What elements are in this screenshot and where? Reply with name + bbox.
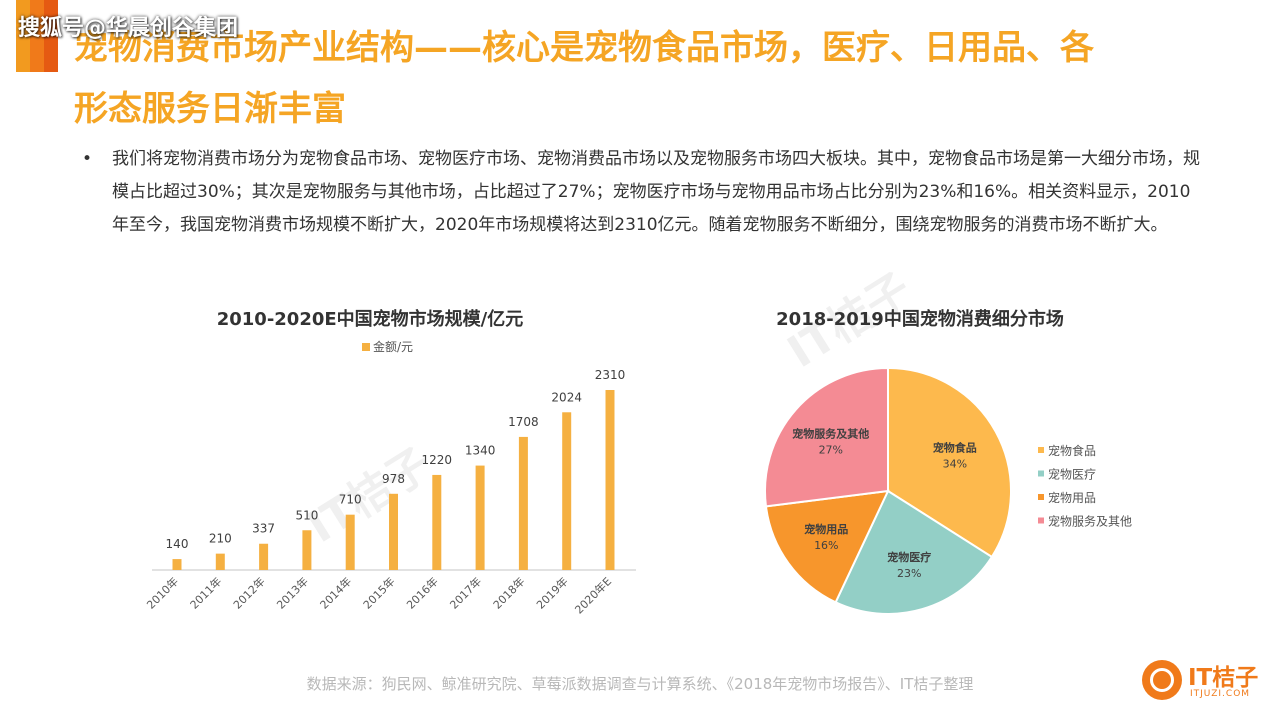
bar-value-label-6: 1220 (422, 453, 453, 467)
pie-legend-swatch-3 (1038, 517, 1044, 524)
bar-5 (389, 493, 398, 570)
bar-value-label-7: 1340 (465, 444, 496, 458)
bar-chart-title: 2010-2020E中国宠物市场规模/亿元 (216, 309, 524, 330)
pie-legend-label-0: 宠物食品 (1048, 443, 1096, 458)
pie-label-3: 宠物服务及其他 (792, 427, 869, 441)
bar-value-label-5: 978 (382, 472, 405, 486)
pie-percent-3: 27% (819, 444, 843, 457)
pie-label-2: 宠物用品 (804, 522, 848, 536)
bar-legend-label: 金额/元 (373, 339, 413, 354)
bar-category-label-10: 2020年E (572, 574, 614, 616)
bar-4 (345, 514, 355, 570)
bar-value-label-0: 140 (166, 537, 189, 551)
bar-legend-swatch (362, 343, 370, 351)
bar-category-label-0: 2010年 (144, 574, 181, 611)
bar-category-label-1: 2011年 (187, 574, 224, 611)
pie-legend-label-1: 宠物医疗 (1048, 467, 1096, 482)
logo-name: IT桔子 (1188, 665, 1259, 691)
pie-percent-2: 16% (814, 539, 838, 552)
bar-10 (605, 390, 615, 570)
bar-category-label-7: 2017年 (447, 574, 484, 611)
pie-legend-swatch-0 (1038, 447, 1044, 453)
header-stripes (0, 0, 62, 72)
bar-category-label-6: 2016年 (403, 574, 440, 611)
bar-value-label-3: 510 (295, 508, 318, 522)
bar-value-label-1: 210 (209, 532, 232, 546)
bar-category-label-3: 2013年 (274, 574, 311, 611)
page-title-line1: 宠物消费市场产业结构——核心是宠物食品市场，医疗、日用品、各 (74, 28, 1094, 68)
bar-category-label-8: 2018年 (490, 574, 527, 611)
bar-8 (518, 436, 528, 570)
pie-slice-3 (764, 366, 889, 508)
pie-slice-1 (834, 489, 994, 615)
pie-label-1: 宠物医疗 (887, 550, 931, 564)
bar-9 (562, 412, 572, 570)
bar-7 (475, 465, 485, 570)
pie-legend-label-3: 宠物服务及其他 (1048, 514, 1132, 529)
data-source-note: 数据来源：狗民网、鲸准研究院、草莓派数据调查与计算系统、《2018年宠物市场报告… (306, 675, 974, 693)
bar-value-label-8: 1708 (508, 415, 539, 429)
pie-legend-label-2: 宠物用品 (1048, 490, 1096, 505)
itjuzi-logo: IT桔子 ITJUZI.COM (1142, 658, 1262, 708)
pie-legend-swatch-2 (1038, 494, 1044, 500)
page-title-line2: 形态服务日渐丰富 (74, 89, 346, 129)
bar-value-label-9: 2024 (551, 390, 582, 404)
intro-paragraph: • 我们将宠物消费市场分为宠物食品市场、宠物医疗市场、宠物消费品市场以及宠物服务… (82, 143, 1202, 242)
bar-value-label-10: 2310 (595, 368, 626, 382)
bar-value-label-2: 337 (252, 522, 275, 536)
bar-category-label-9: 2019年 (533, 574, 570, 611)
bar-value-label-4: 710 (339, 493, 362, 507)
pie-percent-1: 23% (897, 567, 921, 580)
bar-3 (302, 530, 312, 570)
logo-url: ITJUZI.COM (1190, 689, 1251, 699)
bar-category-label-4: 2014年 (317, 574, 354, 611)
bar-1 (215, 553, 225, 570)
orange-logo-icon (1142, 660, 1182, 700)
pie-slice-2 (764, 489, 890, 604)
pie-legend-swatch-1 (1038, 470, 1044, 477)
pie-chart-title: 2018-2019中国宠物消费细分市场 (776, 309, 1064, 330)
page-title: 宠物消费市场产业结构——核心是宠物食品市场，医疗、日用品、各 形态服务日渐丰富 (74, 18, 1224, 140)
pie-label-0: 宠物食品 (933, 440, 977, 454)
bar-2 (259, 543, 269, 570)
pie-percent-0: 34% (943, 457, 967, 470)
bar-6 (432, 474, 442, 570)
bar-category-label-2: 2012年 (230, 574, 267, 611)
intro-text: 我们将宠物消费市场分为宠物食品市场、宠物医疗市场、宠物消费品市场以及宠物服务市场… (112, 149, 1200, 235)
bar-0 (172, 559, 182, 570)
bar-category-label-5: 2015年 (360, 574, 397, 611)
bullet-icon: • (82, 149, 93, 169)
sohu-watermark: 搜狐号@华晨创谷集团 (18, 16, 239, 41)
